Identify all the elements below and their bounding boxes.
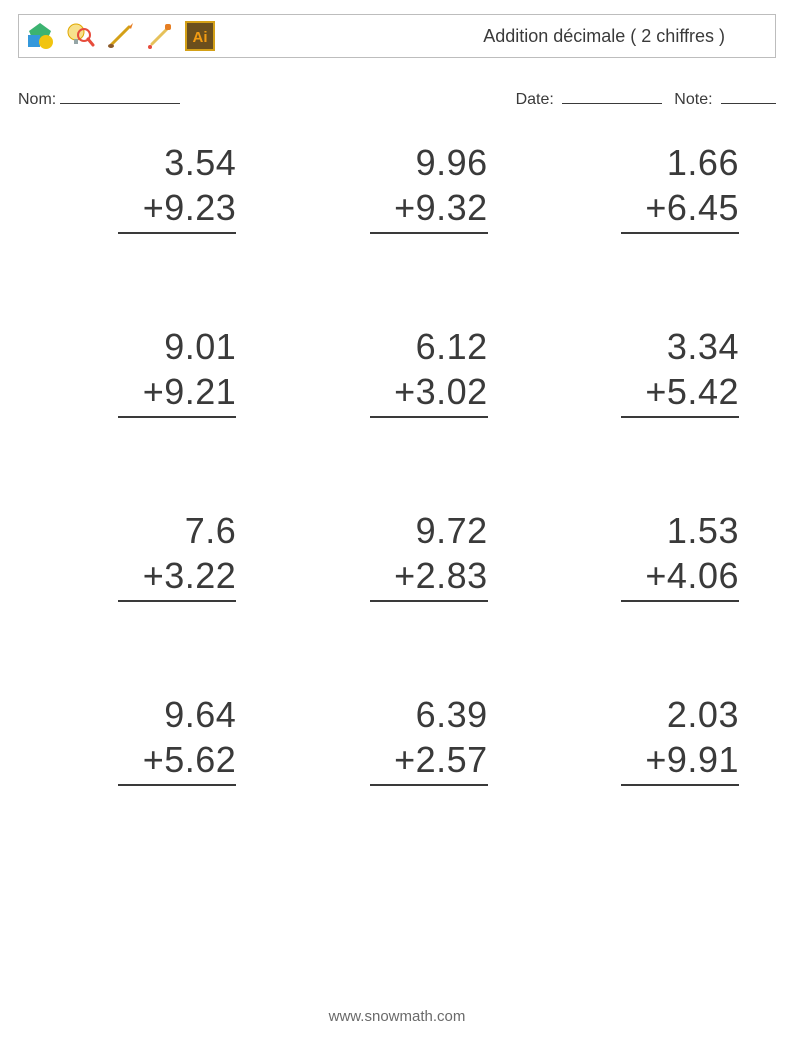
operand-bottom: +3.02 — [370, 369, 488, 418]
operand-bottom: +5.42 — [621, 369, 739, 418]
problem: 9.96+9.32 — [306, 140, 487, 234]
operand-top: 7.6 — [118, 508, 236, 553]
problems-grid: 3.54+9.23 9.96+9.32 1.66+6.45 9.01+9.21 6.12… — [55, 140, 739, 786]
brush-icon — [105, 21, 135, 51]
operand-top: 3.34 — [621, 324, 739, 369]
problem: 6.12+3.02 — [306, 324, 487, 418]
problem: 1.53+4.06 — [558, 508, 739, 602]
operand-bottom: +6.45 — [621, 185, 739, 234]
name-blank[interactable] — [60, 88, 180, 104]
dropper-icon — [145, 21, 175, 51]
problem: 9.01+9.21 — [55, 324, 236, 418]
problem: 6.39+2.57 — [306, 692, 487, 786]
operand-bottom: +9.21 — [118, 369, 236, 418]
worksheet-page: Ai Addition décimale ( 2 chiffres ) Nom:… — [0, 0, 794, 1053]
operand-bottom: +9.91 — [621, 737, 739, 786]
problem: 3.34+5.42 — [558, 324, 739, 418]
worksheet-title: Addition décimale ( 2 chiffres ) — [483, 26, 765, 47]
problem: 7.6+3.22 — [55, 508, 236, 602]
note-blank[interactable] — [721, 88, 776, 104]
name-label: Nom: — [18, 91, 56, 109]
header-bar: Ai Addition décimale ( 2 chiffres ) — [18, 14, 776, 58]
problem: 2.03+9.91 — [558, 692, 739, 786]
operand-top: 3.54 — [118, 140, 236, 185]
operand-top: 6.12 — [370, 324, 488, 369]
operand-bottom: +4.06 — [621, 553, 739, 602]
operand-bottom: +9.23 — [118, 185, 236, 234]
date-blank[interactable] — [562, 88, 662, 104]
date-label: Date: — [516, 91, 554, 108]
svg-text:Ai: Ai — [193, 29, 208, 46]
header-icons: Ai — [25, 21, 215, 51]
operand-bottom: +2.83 — [370, 553, 488, 602]
operand-top: 2.03 — [621, 692, 739, 737]
problem: 9.72+2.83 — [306, 508, 487, 602]
operand-top: 6.39 — [370, 692, 488, 737]
bulb-magnifier-icon — [65, 21, 95, 51]
operand-top: 9.01 — [118, 324, 236, 369]
meta-date: Date: — [516, 88, 663, 109]
operand-top: 9.64 — [118, 692, 236, 737]
operand-top: 9.72 — [370, 508, 488, 553]
problem: 9.64+5.62 — [55, 692, 236, 786]
operand-top: 1.53 — [621, 508, 739, 553]
operand-bottom: +5.62 — [118, 737, 236, 786]
operand-bottom: +3.22 — [118, 553, 236, 602]
problem: 3.54+9.23 — [55, 140, 236, 234]
operand-bottom: +9.32 — [370, 185, 488, 234]
meta-note: Note: — [674, 88, 776, 109]
ai-icon: Ai — [185, 21, 215, 51]
note-label: Note: — [674, 91, 712, 108]
problem: 1.66+6.45 — [558, 140, 739, 234]
operand-top: 1.66 — [621, 140, 739, 185]
footer-link[interactable]: www.snowmath.com — [0, 1008, 794, 1025]
meta-row: Nom: Date: Note: — [18, 88, 776, 109]
operand-bottom: +2.57 — [370, 737, 488, 786]
operand-top: 9.96 — [370, 140, 488, 185]
shapes-icon — [25, 21, 55, 51]
meta-name: Nom: — [18, 88, 180, 109]
meta-right: Date: Note: — [516, 88, 776, 109]
